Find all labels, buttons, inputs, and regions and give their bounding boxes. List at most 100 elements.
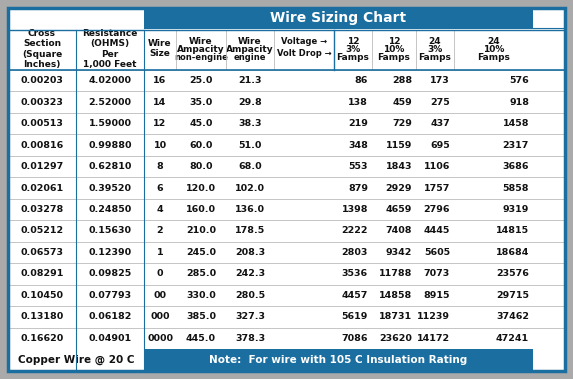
Text: 37462: 37462 <box>496 312 529 321</box>
Text: 23576: 23576 <box>496 269 529 279</box>
Text: 327.3: 327.3 <box>235 312 265 321</box>
Text: engine: engine <box>234 53 266 63</box>
Bar <box>144 349 533 371</box>
Text: non-engine: non-engine <box>174 53 228 63</box>
Text: 38.3: 38.3 <box>238 119 262 128</box>
Text: 29715: 29715 <box>496 291 529 300</box>
Text: 4457: 4457 <box>342 291 368 300</box>
Text: 29.8: 29.8 <box>238 98 262 107</box>
Text: 0.00816: 0.00816 <box>21 141 64 150</box>
Text: 136.0: 136.0 <box>235 205 265 214</box>
Text: 1843: 1843 <box>386 162 412 171</box>
Text: 0.03278: 0.03278 <box>21 205 64 214</box>
Text: 280.5: 280.5 <box>235 291 265 300</box>
Text: 2.52000: 2.52000 <box>88 98 131 107</box>
Text: 8: 8 <box>156 162 163 171</box>
Text: 3%: 3% <box>346 44 360 53</box>
Text: 0.04901: 0.04901 <box>88 334 132 343</box>
Text: 0.00203: 0.00203 <box>21 76 64 85</box>
Text: 4659: 4659 <box>386 205 412 214</box>
Text: 0.05212: 0.05212 <box>21 227 64 235</box>
Text: 8915: 8915 <box>423 291 450 300</box>
Text: 10%: 10% <box>383 44 405 53</box>
Text: 7086: 7086 <box>342 334 368 343</box>
Text: 288: 288 <box>392 76 412 85</box>
Text: 1159: 1159 <box>386 141 412 150</box>
Text: Ampacity: Ampacity <box>226 44 274 53</box>
Text: Famps: Famps <box>418 53 452 63</box>
Text: Copper Wire @ 20 C: Copper Wire @ 20 C <box>18 355 134 365</box>
Text: 0: 0 <box>157 269 163 279</box>
Text: 12: 12 <box>388 36 401 45</box>
Text: 14: 14 <box>154 98 167 107</box>
Text: 60.0: 60.0 <box>189 141 213 150</box>
Text: 14815: 14815 <box>496 227 529 235</box>
Text: 0.07793: 0.07793 <box>88 291 132 300</box>
Text: 12: 12 <box>154 119 167 128</box>
Text: Voltage →: Voltage → <box>281 38 327 47</box>
Text: 4.02000: 4.02000 <box>88 76 131 85</box>
Text: 0.12390: 0.12390 <box>88 248 132 257</box>
Text: 14858: 14858 <box>379 291 412 300</box>
Text: 51.0: 51.0 <box>238 141 262 150</box>
Text: 173: 173 <box>430 76 450 85</box>
Text: 1.59000: 1.59000 <box>88 119 131 128</box>
Text: 1458: 1458 <box>503 119 529 128</box>
Text: Resistance
(OHMS)
Per
1,000 Feet: Resistance (OHMS) Per 1,000 Feet <box>83 29 138 69</box>
Text: 178.5: 178.5 <box>235 227 265 235</box>
Text: 437: 437 <box>430 119 450 128</box>
Text: 3%: 3% <box>427 44 442 53</box>
Text: 0.99880: 0.99880 <box>88 141 132 150</box>
Text: 219: 219 <box>348 119 368 128</box>
Text: 000: 000 <box>150 312 170 321</box>
Text: 210.0: 210.0 <box>186 227 216 235</box>
Text: 729: 729 <box>392 119 412 128</box>
Text: 7073: 7073 <box>424 269 450 279</box>
Text: 6: 6 <box>156 183 163 193</box>
Text: 0.39520: 0.39520 <box>88 183 131 193</box>
Text: 45.0: 45.0 <box>189 119 213 128</box>
Text: 0.24850: 0.24850 <box>88 205 132 214</box>
Text: 1106: 1106 <box>423 162 450 171</box>
Text: 0.06573: 0.06573 <box>21 248 64 257</box>
Text: 378.3: 378.3 <box>235 334 265 343</box>
Text: 18731: 18731 <box>379 312 412 321</box>
Text: 7408: 7408 <box>386 227 412 235</box>
Text: Ampacity: Ampacity <box>177 44 225 53</box>
Text: 879: 879 <box>348 183 368 193</box>
Text: 0.10450: 0.10450 <box>21 291 64 300</box>
Text: 5619: 5619 <box>342 312 368 321</box>
Text: 47241: 47241 <box>496 334 529 343</box>
Text: Note:  For wire with 105 C Insulation Rating: Note: For wire with 105 C Insulation Rat… <box>209 355 468 365</box>
Text: Volt Drop →: Volt Drop → <box>277 49 331 58</box>
Text: 14172: 14172 <box>417 334 450 343</box>
Text: 2222: 2222 <box>342 227 368 235</box>
Text: 9319: 9319 <box>503 205 529 214</box>
Text: Famps: Famps <box>336 53 370 63</box>
Text: 138: 138 <box>348 98 368 107</box>
Text: 0000: 0000 <box>147 334 173 343</box>
Text: 18684: 18684 <box>496 248 529 257</box>
Text: 120.0: 120.0 <box>186 183 216 193</box>
Text: Famps: Famps <box>378 53 410 63</box>
Text: 242.3: 242.3 <box>235 269 265 279</box>
Text: 11788: 11788 <box>379 269 412 279</box>
Text: 0.02061: 0.02061 <box>21 183 64 193</box>
Text: 695: 695 <box>430 141 450 150</box>
Text: 5605: 5605 <box>424 248 450 257</box>
Text: 24: 24 <box>429 36 441 45</box>
Text: 10: 10 <box>154 141 167 150</box>
Text: 245.0: 245.0 <box>186 248 216 257</box>
Text: 0.01297: 0.01297 <box>21 162 64 171</box>
Text: 385.0: 385.0 <box>186 312 216 321</box>
Text: 3686: 3686 <box>503 162 529 171</box>
Text: 5858: 5858 <box>503 183 529 193</box>
Text: 2929: 2929 <box>386 183 412 193</box>
Text: Wire: Wire <box>148 39 172 47</box>
Text: 445.0: 445.0 <box>186 334 216 343</box>
Text: Wire Sizing Chart: Wire Sizing Chart <box>270 11 407 25</box>
Text: 102.0: 102.0 <box>235 183 265 193</box>
Text: 21.3: 21.3 <box>238 76 262 85</box>
Text: 16: 16 <box>154 76 167 85</box>
Text: 4445: 4445 <box>423 227 450 235</box>
